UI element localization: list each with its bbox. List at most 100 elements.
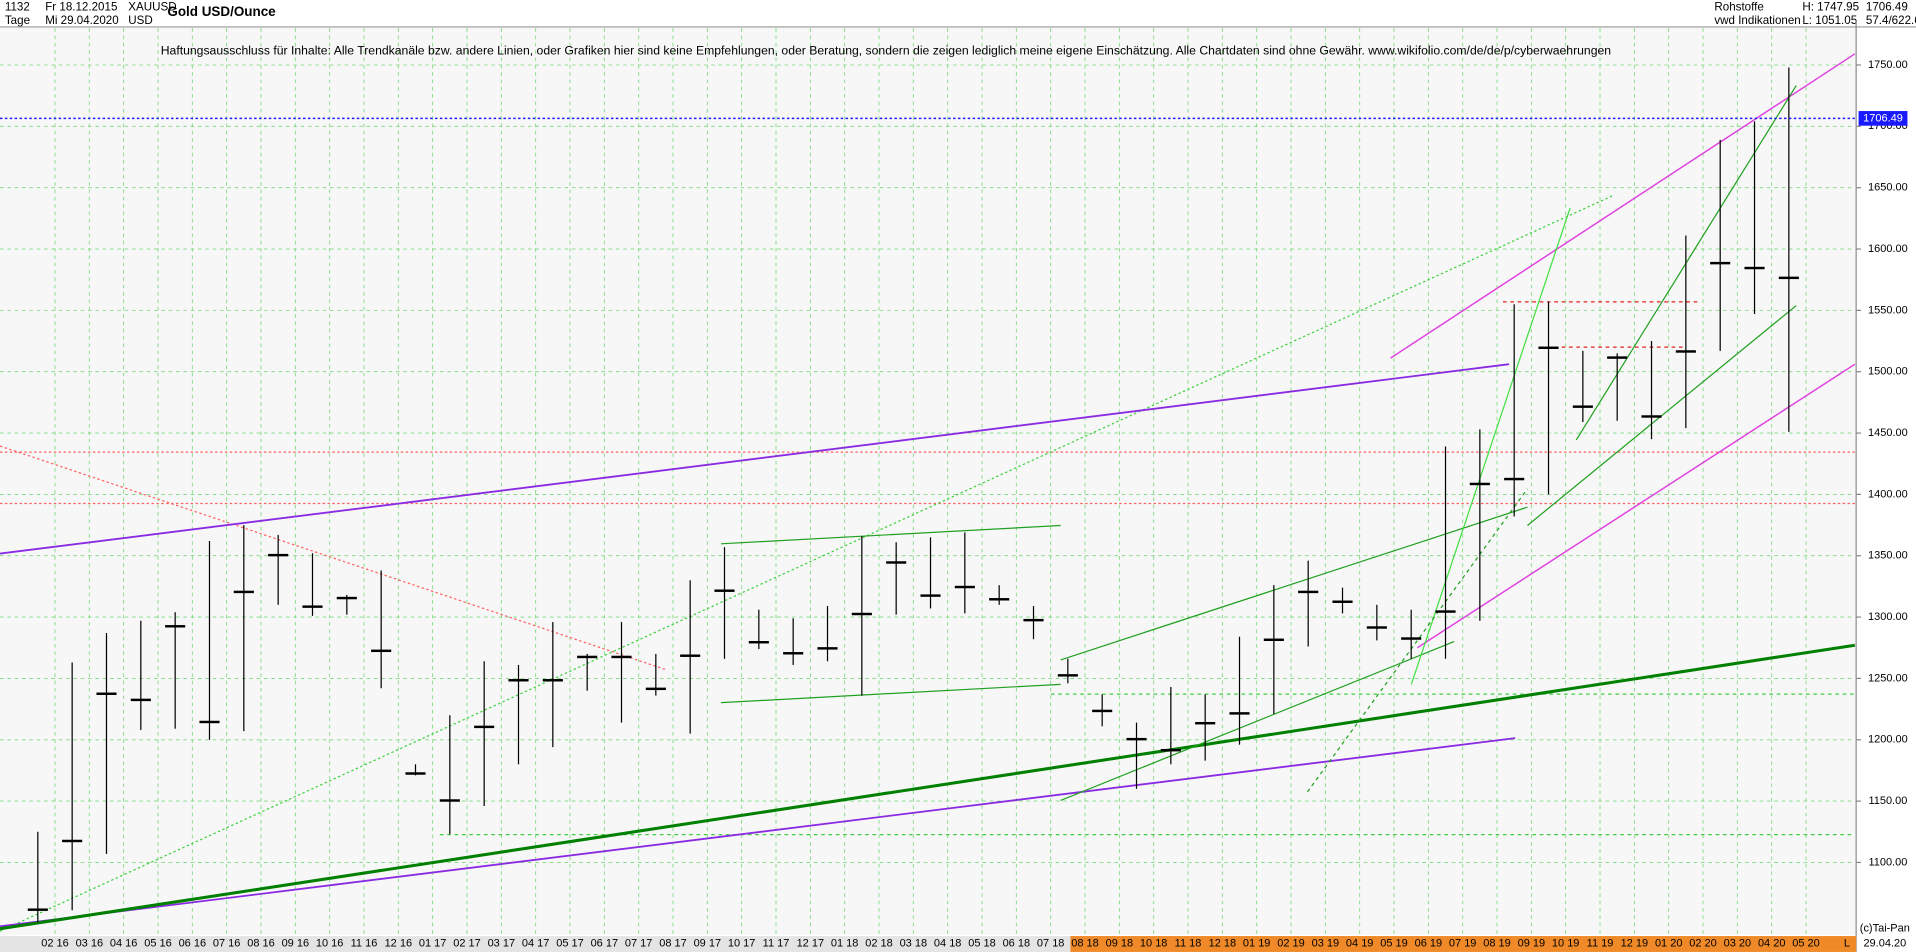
x-tick-label: 01 20	[1655, 937, 1683, 949]
candle-body	[405, 772, 426, 775]
candle-body	[371, 649, 392, 653]
candle-body	[645, 687, 666, 691]
end-date: 29.04.20	[1863, 937, 1906, 949]
x-tick-label: 06 18	[1003, 937, 1031, 949]
y-tick-label: 1300.00	[1868, 611, 1908, 623]
x-tick-label: 07 17	[625, 937, 653, 949]
candle-body	[1298, 590, 1319, 594]
x-tick-label: 12 18	[1209, 937, 1237, 949]
x-tick-label: 10 19	[1552, 937, 1580, 949]
y-tick-label: 1400.00	[1868, 488, 1908, 500]
candle-body	[336, 596, 357, 600]
candle-body	[1126, 737, 1147, 741]
trend-line	[0, 195, 1614, 932]
candle-body	[1710, 261, 1731, 265]
candle-body	[1675, 350, 1696, 353]
candle-body	[1538, 346, 1559, 350]
x-tick-label: 03 20	[1724, 937, 1752, 949]
x-tick-label: 08 18	[1071, 937, 1099, 949]
candle-body	[27, 908, 48, 911]
candle-body	[817, 647, 838, 650]
scale-mode: L	[1844, 937, 1850, 949]
y-tick-label: 1100.00	[1868, 856, 1907, 868]
group: Rohstoffe	[1714, 0, 1763, 13]
candles	[0, 67, 1857, 923]
candle-body	[1057, 674, 1078, 677]
candle-body	[1092, 709, 1113, 713]
x-tick-label: 08 17	[659, 937, 687, 949]
last-price-box	[1858, 111, 1908, 126]
candle-body	[954, 585, 975, 589]
candle-body	[1401, 637, 1422, 640]
candle-body	[886, 561, 907, 564]
x-tick-label: 07 18	[1037, 937, 1065, 949]
candle-body	[851, 612, 872, 616]
grid	[0, 20, 1855, 935]
x-tick-label: 11 16	[351, 937, 378, 949]
y-tick-label: 1250.00	[1868, 672, 1908, 684]
x-tick-label: 09 19	[1518, 937, 1546, 949]
to-date: Mi 29.04.2020	[45, 14, 118, 27]
y-tick-label: 1350.00	[1868, 550, 1908, 562]
count: 1132	[5, 0, 30, 13]
trend-line	[1417, 363, 1856, 649]
x-tick-label: 03 16	[76, 937, 104, 949]
candle-body	[1504, 477, 1525, 481]
candle-body	[268, 553, 289, 557]
candle-body	[1160, 748, 1181, 752]
trend-line	[1410, 207, 1571, 685]
y-tick-label: 1550.00	[1868, 304, 1908, 316]
candle-body	[542, 679, 563, 682]
candle-body	[474, 725, 495, 729]
trend-line	[0, 737, 1516, 928]
trend-line	[0, 363, 1510, 555]
candle-body	[748, 641, 769, 644]
candle-body	[680, 654, 701, 657]
trend-line	[0, 643, 1856, 931]
last-price-label: 1706.49	[1863, 112, 1903, 124]
symbol: XAUUSD	[128, 0, 176, 13]
trend-line	[1390, 53, 1856, 359]
x-tick-label: 03 18	[900, 937, 928, 949]
candle-body	[1263, 638, 1284, 641]
trend-line	[1060, 641, 1455, 801]
candle-body	[989, 598, 1010, 601]
x-tick-label: 05 18	[968, 937, 996, 949]
copyright: (c)Tai-Pan	[1860, 923, 1910, 935]
x-tick-label: 11 19	[1587, 937, 1614, 949]
y-tick-label: 1650.00	[1868, 182, 1908, 194]
candle-body	[611, 655, 632, 659]
candle-body	[1229, 712, 1250, 715]
x-tick-label: 02 18	[865, 937, 893, 949]
x-tick-label: 05 17	[556, 937, 584, 949]
from-date: Fr 18.12.2015	[45, 0, 117, 13]
x-tick-label: 04 18	[934, 937, 962, 949]
low: L: 1051.05	[1802, 14, 1857, 27]
x-tick-label: 02 20	[1689, 937, 1717, 949]
x-tick-label: 01 17	[419, 937, 447, 949]
ratio: 57.4/622.6	[1866, 14, 1916, 27]
y-tick-label: 1150.00	[1868, 795, 1907, 807]
x-tick-label: 03 17	[488, 937, 515, 949]
x-tick-label: 10 17	[728, 937, 756, 949]
x-tick-label: 02 17	[453, 937, 481, 949]
candle-body	[920, 594, 941, 597]
chart-title: Gold USD/Ounce	[167, 4, 276, 19]
x-tick-label: 12 17	[797, 937, 825, 949]
candle-body	[165, 625, 186, 628]
candle-body	[1778, 276, 1799, 280]
x-tick-label: 08 19	[1483, 937, 1511, 949]
x-tick-label: 11 17	[763, 937, 790, 949]
candle-body	[62, 839, 83, 843]
x-tick-label: 10 18	[1140, 937, 1168, 949]
candle-body	[714, 589, 735, 592]
trend-line	[1060, 506, 1528, 661]
trend-line	[720, 524, 1061, 545]
x-tick-label: 12 19	[1621, 937, 1649, 949]
candle-body	[1023, 618, 1044, 622]
x-tick-label: 04 19	[1346, 937, 1374, 949]
annotation: Haftungsausschluss für Inhalte: Alle Tre…	[161, 44, 1611, 58]
axis: 1100.00 1150.00 1200.00 1250.00 1300.00 1350.…	[41, 59, 1908, 949]
